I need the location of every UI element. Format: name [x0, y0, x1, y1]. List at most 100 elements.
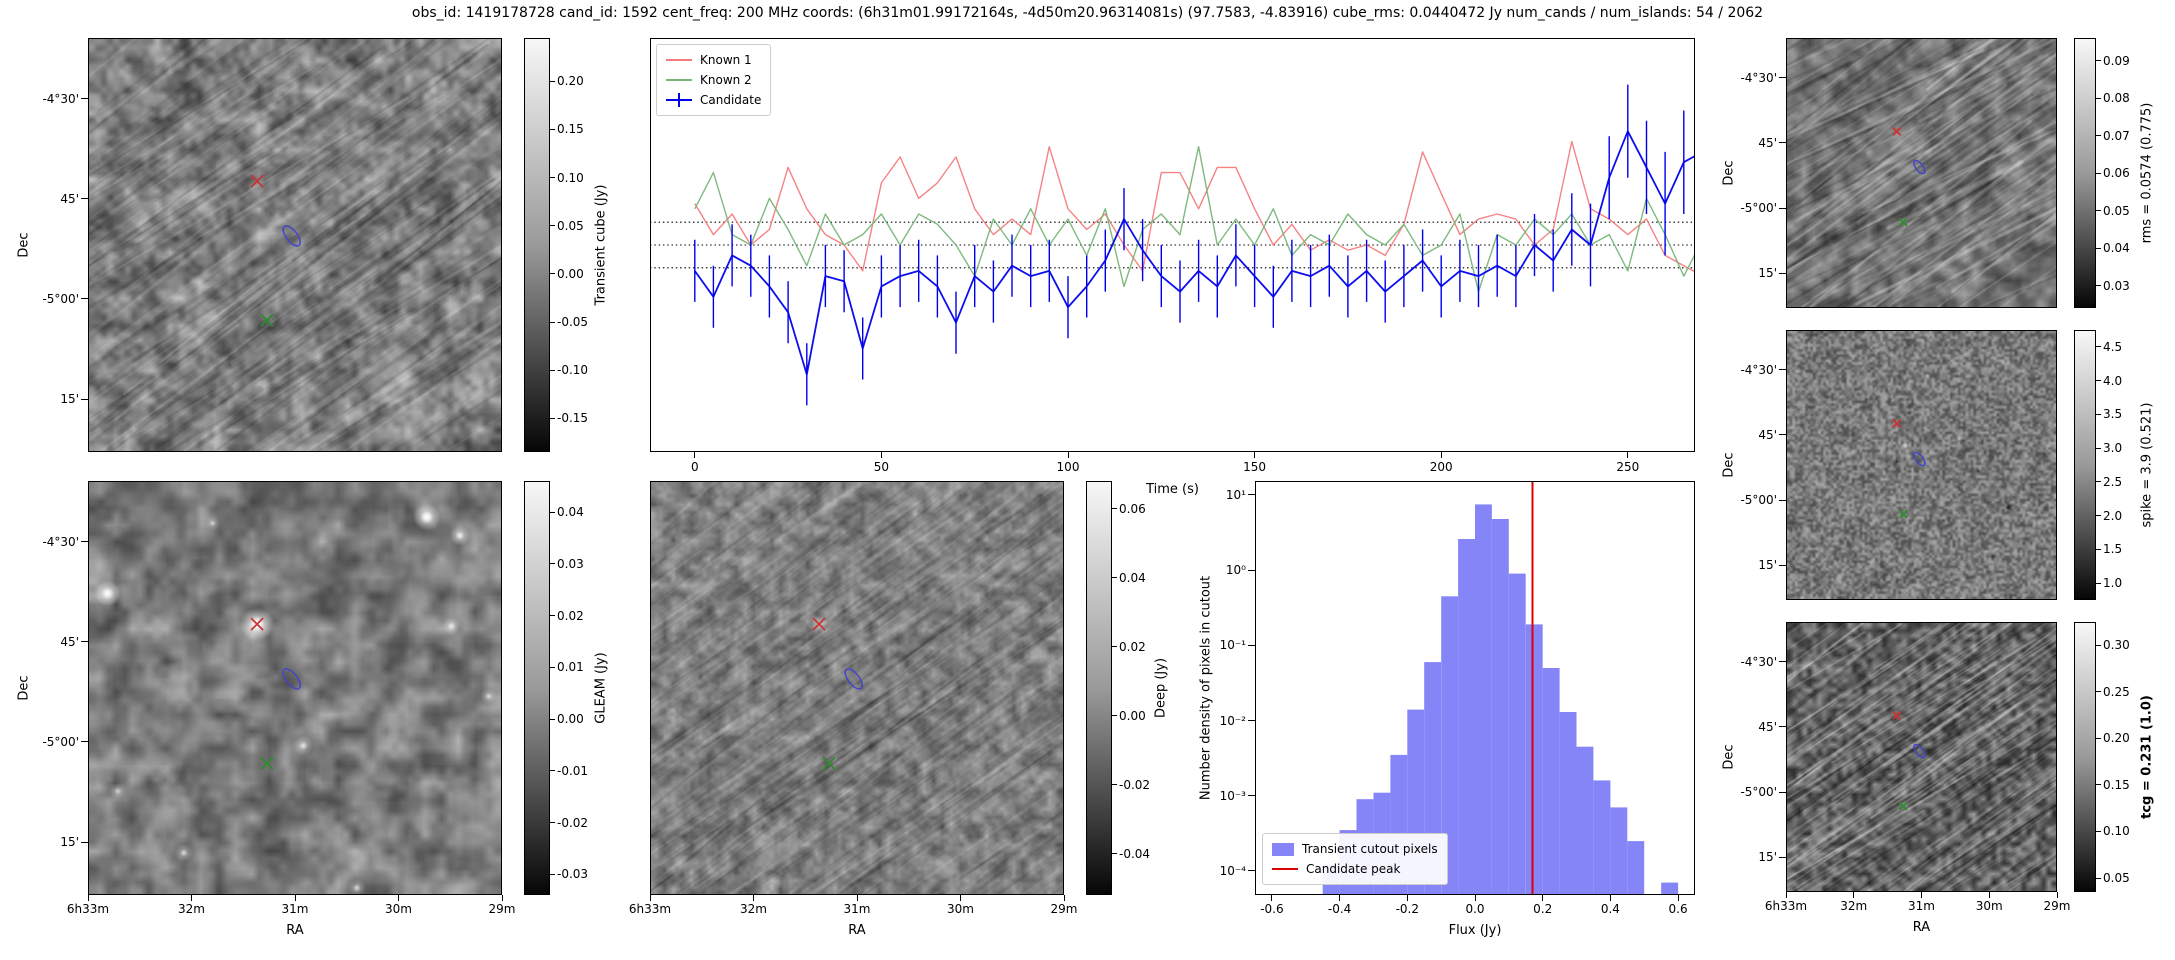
rms-marker-overlay: [1892, 126, 1926, 227]
colorbar-tick-mark: [1112, 853, 1117, 855]
colorbar-tick-mark: [1112, 577, 1117, 579]
colorbar-tick-mark: [550, 225, 555, 227]
histogram-xlabel: Flux (Jy): [1448, 923, 1502, 938]
gleam-marker-overlay: [250, 617, 301, 771]
dec-tick-label: -5°00': [1740, 785, 1777, 800]
density-tick-mark: [1248, 720, 1255, 722]
colorbar-tick-label: 0.00: [557, 266, 584, 281]
density-tick-mark: [1248, 494, 1255, 496]
ra-tick-mark: [398, 895, 399, 901]
colorbar-tick-label: 0.03: [557, 556, 584, 571]
colorbar-tick-label: 0.05: [2103, 203, 2130, 218]
known1-line-swatch: [666, 59, 692, 61]
colorbar-tick-label: -0.04: [1119, 846, 1151, 861]
spike-cutout-panel: [1786, 330, 2057, 600]
rms-colorbar: [2074, 38, 2096, 308]
density-tick-mark: [1248, 795, 1255, 797]
colorbar-tick-mark: [2096, 60, 2101, 61]
colorbar-tick-label: -0.03: [557, 867, 589, 882]
density-tick-label: 10⁰: [1225, 563, 1246, 578]
dec-tick-mark: [81, 541, 88, 543]
colorbar-tick-label: -0.05: [557, 315, 589, 330]
flux-tick-mark: [1474, 895, 1476, 901]
colorbar-tick-label: -0.01: [557, 763, 589, 778]
ra-tick-label: 30m: [1975, 899, 2003, 913]
dec-tick-label: 45': [1758, 427, 1777, 442]
spike-marker-overlay: [1892, 418, 1926, 519]
dec-tick-mark: [1779, 434, 1786, 436]
colorbar-tick-label: 3.0: [2103, 441, 2123, 456]
ra-tick-mark: [191, 895, 192, 901]
tcg-cutout-panel: [1786, 622, 2057, 892]
colorbar-tick-label: 0.25: [2103, 684, 2130, 699]
dec-axis-label: Dec: [16, 675, 32, 701]
ra-tick-mark: [501, 895, 503, 901]
legend-label-candidate: Candidate: [700, 93, 762, 107]
colorbar-tick-mark: [550, 128, 555, 130]
lightcurve-xlabel: Time (s): [1146, 482, 1199, 497]
tcg-colorbar-label: tcg = 0.231 (1.0): [2139, 695, 2155, 819]
dec-tick-mark: [1779, 369, 1786, 371]
dec-axis-label: Dec: [1721, 744, 1737, 770]
colorbar-tick-label: 0.03: [2103, 278, 2130, 293]
colorbar-tick-label: 0.06: [1119, 501, 1146, 516]
ra-tick-label: 32m: [1840, 899, 1868, 913]
colorbar-tick-label: 0.15: [557, 122, 584, 137]
colorbar-tick-label: 4.0: [2103, 373, 2123, 388]
legend-item-known2: Known 2: [666, 70, 761, 90]
dec-tick-label: 15': [60, 835, 79, 849]
colorbar-tick-mark: [2096, 481, 2101, 483]
colorbar-tick-label: 0.07: [2103, 128, 2130, 143]
flux-tick-label: -0.2: [1395, 902, 1420, 916]
time-tick-label: 100: [1056, 460, 1080, 474]
time-tick-mark: [694, 452, 696, 458]
ra-tick-mark: [1785, 892, 1787, 898]
ra-tick-mark: [1853, 892, 1855, 898]
density-tick-mark: [1248, 644, 1255, 646]
dec-tick-label: -5°00': [1740, 201, 1777, 216]
colorbar-tick-mark: [2096, 247, 2101, 249]
ra-tick-mark: [649, 895, 651, 901]
colorbar-tick-label: 0.06: [2103, 166, 2130, 180]
ra-tick-mark: [960, 895, 961, 901]
colorbar-tick-mark: [550, 80, 555, 82]
spike-colorbar: [2074, 330, 2096, 600]
ra-tick-label: 30m: [947, 902, 974, 916]
candidate-errorbar-mark: [678, 93, 680, 107]
histogram-legend: Transient cutout pixels Candidate peak: [1262, 833, 1448, 885]
flux-tick-mark: [1609, 895, 1611, 901]
colorbar-tick-label: 0.09: [2103, 53, 2130, 68]
dec-tick-mark: [81, 298, 88, 300]
transient-colorbar-label: Transient cube (Jy): [593, 184, 609, 306]
time-tick-label: 200: [1429, 460, 1453, 474]
colorbar-tick-label: 0.20: [557, 74, 584, 89]
colorbar-tick-label: -0.02: [1119, 777, 1151, 792]
colorbar-tick-mark: [2096, 172, 2101, 174]
ra-tick-label: 30m: [385, 902, 412, 916]
colorbar-tick-mark: [550, 511, 555, 513]
colorbar-tick-mark: [1112, 784, 1117, 786]
flux-tick-label: -0.6: [1260, 902, 1284, 916]
ra-tick-label: 29m: [2043, 899, 2071, 913]
time-tick-mark: [880, 452, 882, 458]
colorbar-tick-mark: [550, 615, 555, 617]
colorbar-tick-label: 2.5: [2103, 474, 2123, 489]
colorbar-tick-mark: [1112, 715, 1117, 717]
colorbar-tick-label: 0.30: [2103, 638, 2130, 653]
rms-cutout-panel: [1786, 38, 2057, 308]
gleam-colorbar-label: GLEAM (Jy): [593, 652, 609, 724]
legend-label-known1: Known 1: [700, 53, 752, 67]
colorbar-tick-label: 0.04: [2103, 241, 2130, 255]
ra-tick-mark: [2056, 892, 2058, 898]
ra-axis-label: RA: [1912, 920, 1931, 935]
gleam-colorbar: [524, 481, 550, 895]
colorbar-tick-mark: [2096, 830, 2101, 832]
ra-tick-label: 31m: [843, 902, 871, 916]
dec-tick-label: -4°30': [1740, 70, 1777, 85]
flux-tick-label: 0.0: [1465, 902, 1485, 916]
dec-tick-mark: [1779, 726, 1786, 728]
ra-tick-mark: [1921, 892, 1922, 898]
colorbar-tick-mark: [2096, 346, 2101, 348]
dec-tick-mark: [1779, 272, 1786, 274]
